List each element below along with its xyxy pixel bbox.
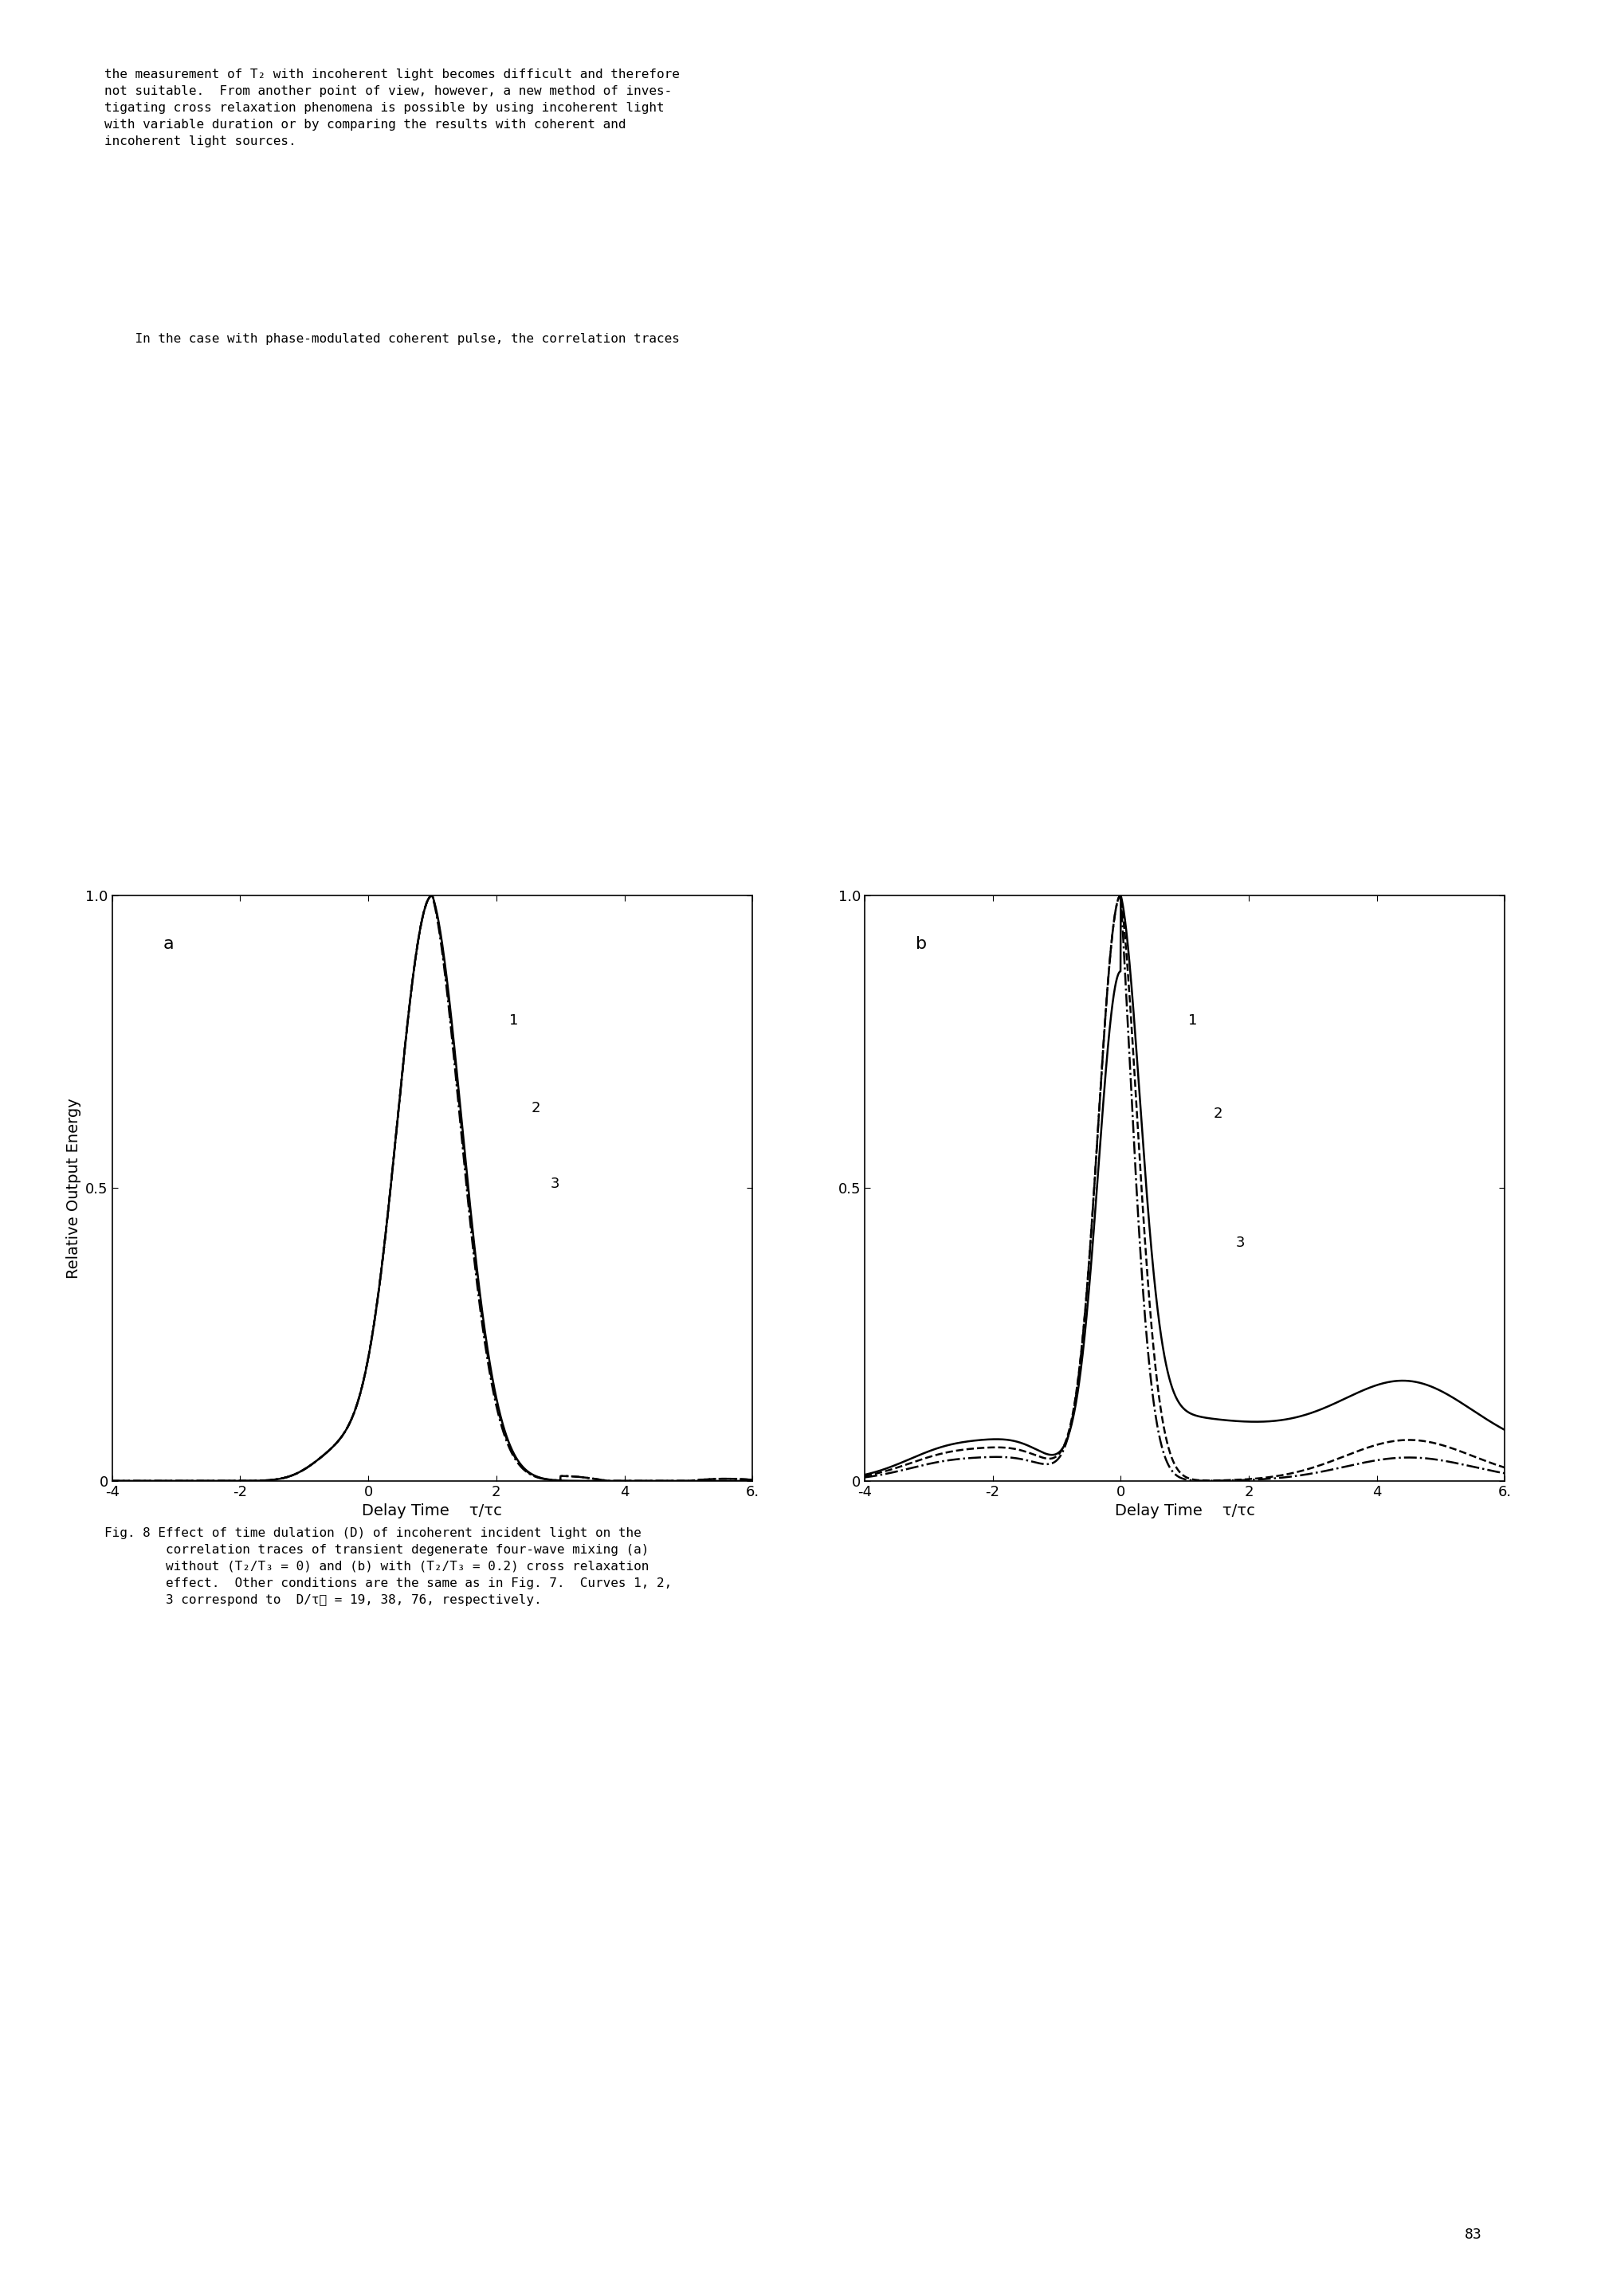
Text: In the case with phase-modulated coherent pulse, the correlation traces: In the case with phase-modulated coheren… <box>104 333 679 344</box>
Text: 1: 1 <box>1188 1013 1198 1026</box>
Text: 83: 83 <box>1465 2227 1481 2241</box>
Y-axis label: Relative Output Energy: Relative Output Energy <box>66 1097 82 1279</box>
X-axis label: Delay Time    τ/τᴄ: Delay Time τ/τᴄ <box>362 1504 503 1518</box>
Text: 1: 1 <box>509 1013 519 1026</box>
Text: the measurement of T₂ with incoherent light becomes difficult and therefore
not : the measurement of T₂ with incoherent li… <box>104 69 679 147</box>
Text: 2: 2 <box>1214 1107 1223 1120</box>
Text: 2: 2 <box>532 1100 541 1116</box>
Text: 3: 3 <box>1236 1235 1246 1249</box>
Text: 3: 3 <box>551 1178 560 1192</box>
Text: Fig. 8 Effect of time dulation (D) of incoherent incident light on the
        c: Fig. 8 Effect of time dulation (D) of in… <box>104 1527 672 1605</box>
X-axis label: Delay Time    τ/τᴄ: Delay Time τ/τᴄ <box>1114 1504 1255 1518</box>
Text: a: a <box>163 937 175 953</box>
Text: b: b <box>916 937 927 953</box>
